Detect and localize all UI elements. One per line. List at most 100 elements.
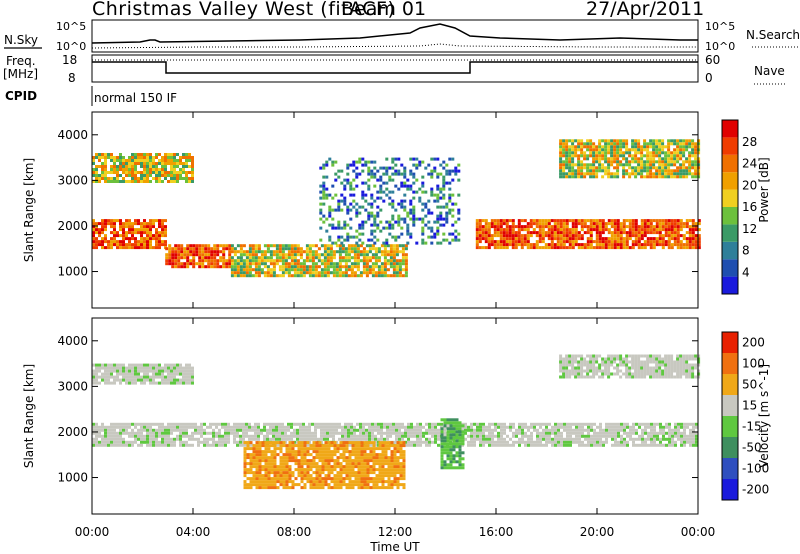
heatmap-cell xyxy=(404,265,408,269)
heatmap-cell xyxy=(583,363,587,367)
heatmap-cell xyxy=(482,434,485,438)
heatmap-cell xyxy=(198,253,202,257)
heatmap-cell xyxy=(677,422,680,426)
heatmap-cell xyxy=(104,162,107,165)
heatmap-cell xyxy=(275,247,279,251)
heatmap-cell xyxy=(92,240,95,244)
y-tick-label: 1000 xyxy=(57,265,88,279)
heatmap-cell xyxy=(161,234,164,238)
heatmap-cell xyxy=(425,428,428,432)
heatmap-cell xyxy=(275,256,279,260)
heatmap-cell xyxy=(149,231,152,235)
heatmap-cell xyxy=(623,422,626,426)
heatmap-cell xyxy=(134,240,137,244)
heatmap-cell xyxy=(337,208,341,212)
heatmap-cell xyxy=(655,169,659,173)
heatmap-cell xyxy=(279,441,283,445)
heatmap-cell xyxy=(523,240,527,244)
heatmap-cell xyxy=(134,174,137,177)
heatmap-cell xyxy=(467,443,470,447)
heatmap-cell xyxy=(243,471,247,475)
heatmap-cell xyxy=(101,378,104,382)
heatmap-cell xyxy=(691,154,695,158)
heatmap-cell xyxy=(173,378,176,382)
heatmap-cell xyxy=(167,174,170,177)
heatmap-cell xyxy=(311,271,315,275)
heatmap-cell xyxy=(230,247,234,251)
heatmap-cell xyxy=(652,240,656,244)
heatmap-cell xyxy=(264,462,268,466)
heatmap-cell xyxy=(346,223,350,227)
heatmap-cell xyxy=(436,199,440,203)
heatmap-cell xyxy=(152,156,155,159)
heatmap-cell xyxy=(683,431,686,435)
heatmap-cell xyxy=(691,234,695,238)
heatmap-cell xyxy=(658,172,662,176)
heatmap-cell xyxy=(631,366,635,370)
heatmap-cell xyxy=(559,366,563,370)
heatmap-cell xyxy=(631,142,635,146)
heatmap-cell xyxy=(667,231,671,235)
heatmap-cell xyxy=(110,222,113,226)
heatmap-cell xyxy=(695,437,698,441)
heatmap-cell xyxy=(587,437,590,441)
heatmap-cell xyxy=(619,139,623,143)
heatmap-cell xyxy=(302,428,305,432)
heatmap-cell xyxy=(134,440,137,444)
heatmap-cell xyxy=(288,441,292,445)
heatmap-cell xyxy=(212,437,215,441)
heatmap-cell xyxy=(644,443,647,447)
heatmap-cell xyxy=(167,428,170,432)
heatmap-cell xyxy=(245,425,248,429)
heatmap-cell xyxy=(575,422,578,426)
heatmap-cell xyxy=(167,425,170,429)
heatmap-cell xyxy=(685,246,689,250)
heatmap-cell xyxy=(319,217,323,221)
heatmap-cell xyxy=(554,425,557,429)
heatmap-cell xyxy=(122,240,125,244)
heatmap-cell xyxy=(580,145,584,149)
heatmap-cell xyxy=(637,237,641,241)
heatmap-cell xyxy=(143,372,146,376)
heatmap-cell xyxy=(338,259,342,263)
heatmap-cell xyxy=(185,180,188,183)
heatmap-cell xyxy=(404,428,407,432)
heatmap-cell xyxy=(694,172,698,176)
heatmap-cell xyxy=(559,243,563,247)
heatmap-cell xyxy=(101,177,104,180)
heatmap-cell xyxy=(143,428,146,432)
heatmap-cell xyxy=(646,357,650,361)
heatmap-cell xyxy=(413,440,416,444)
heatmap-cell xyxy=(290,268,294,272)
heatmap-cell xyxy=(192,250,196,254)
heatmap-cell xyxy=(209,437,212,441)
heatmap-cell xyxy=(179,168,182,171)
heatmap-cell xyxy=(601,237,605,241)
heatmap-cell xyxy=(346,238,350,242)
heatmap-cell xyxy=(637,246,641,250)
heatmap-cell xyxy=(389,434,392,438)
heatmap-cell xyxy=(553,246,557,250)
heatmap-cell xyxy=(643,169,647,173)
heatmap-cell xyxy=(281,244,285,248)
heatmap-cell xyxy=(255,483,259,487)
heatmap-cell xyxy=(679,139,683,143)
heatmap-cell xyxy=(652,225,656,229)
heatmap-cell xyxy=(529,222,533,226)
heatmap-cell xyxy=(288,456,292,460)
heatmap-cell xyxy=(574,357,578,361)
heatmap-cell xyxy=(667,166,671,170)
heatmap-cell xyxy=(380,253,384,257)
heatmap-cell xyxy=(628,228,632,232)
heatmap-cell xyxy=(557,425,560,429)
heatmap-cell xyxy=(116,369,119,373)
heatmap-cell xyxy=(104,237,107,241)
heatmap-cell xyxy=(517,240,521,244)
heatmap-cell xyxy=(518,440,521,444)
heatmap-cell xyxy=(634,142,638,146)
heatmap-cell xyxy=(404,253,408,257)
heatmap-cell xyxy=(168,244,172,248)
heatmap-cell xyxy=(616,363,620,367)
heatmap-cell xyxy=(421,181,425,185)
heatmap-cell xyxy=(601,246,605,250)
